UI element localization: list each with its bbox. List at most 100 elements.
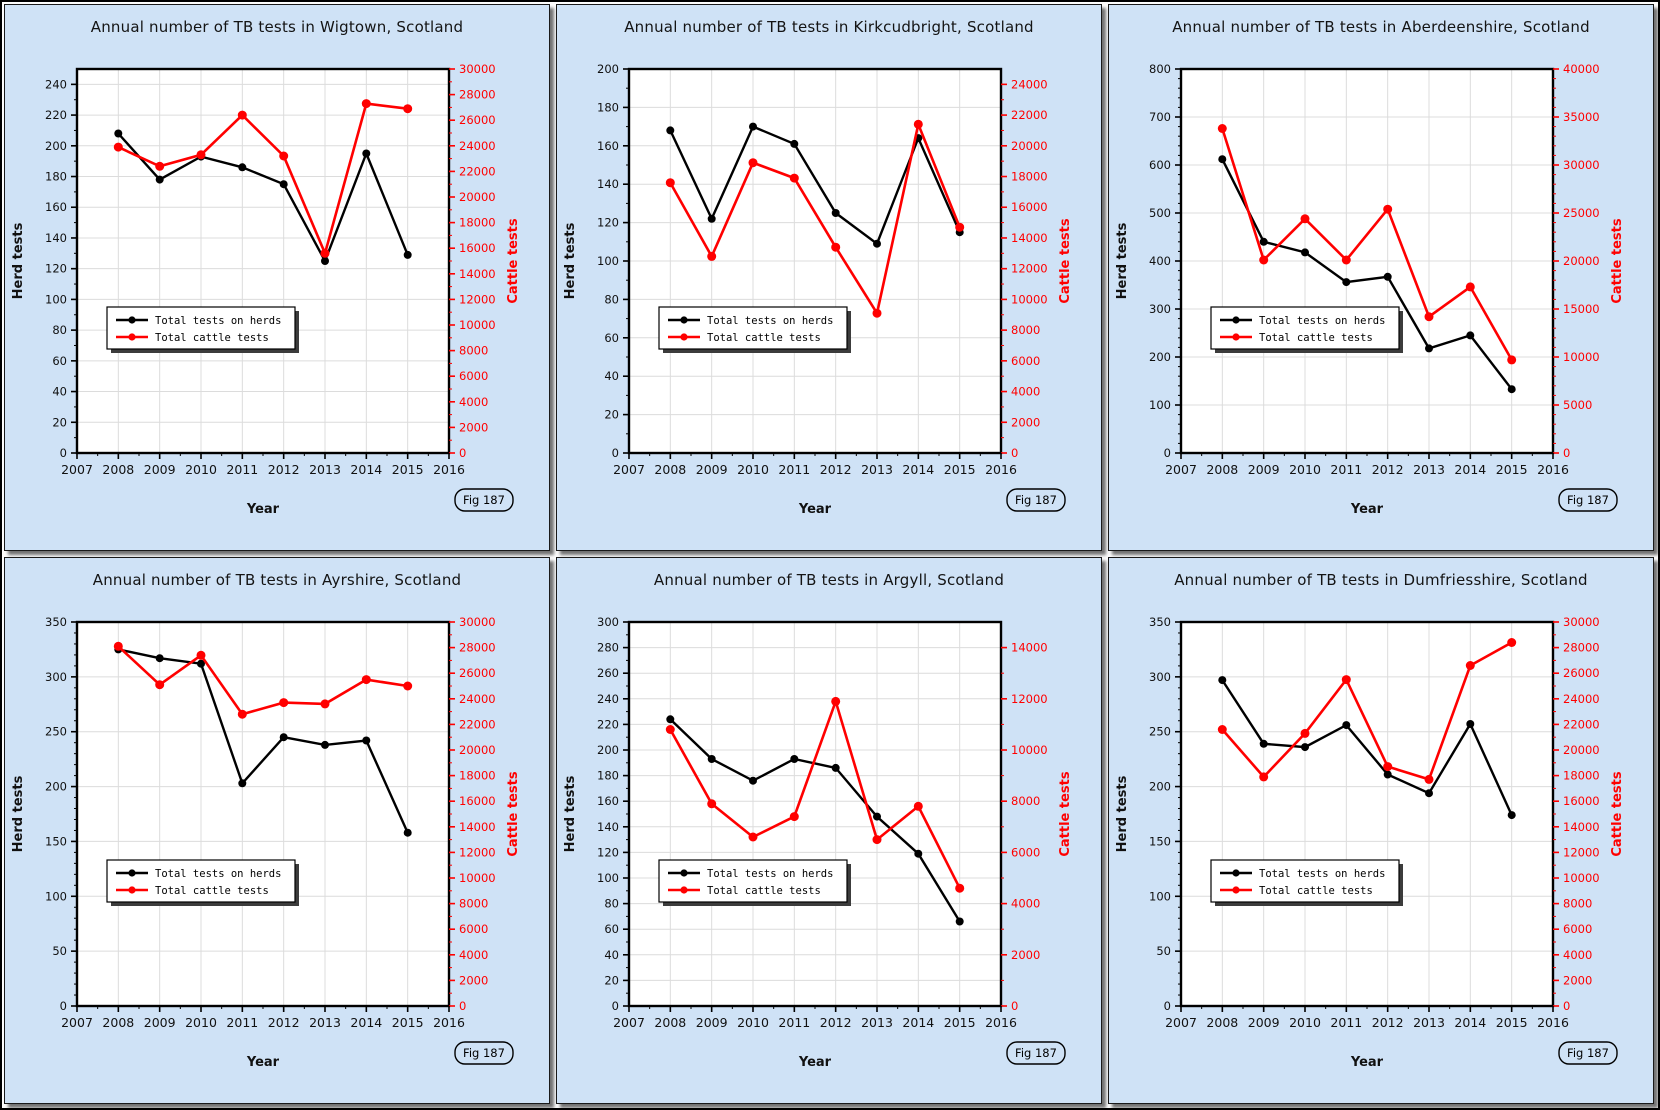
svg-text:2012: 2012 — [820, 462, 852, 477]
chart-title: Annual number of TB tests in Aberdeenshi… — [1172, 18, 1590, 36]
svg-text:40: 40 — [52, 385, 67, 399]
svg-text:2012: 2012 — [1372, 1015, 1404, 1030]
svg-text:2007: 2007 — [613, 1015, 645, 1030]
svg-text:2013: 2013 — [861, 462, 893, 477]
cattle-tests-series — [113, 99, 413, 258]
svg-text:Total cattle tests: Total cattle tests — [707, 885, 821, 897]
svg-text:12000: 12000 — [1563, 845, 1600, 859]
svg-text:160: 160 — [597, 794, 619, 808]
svg-text:0: 0 — [1011, 446, 1018, 460]
svg-text:18000: 18000 — [1563, 769, 1600, 783]
svg-text:5000: 5000 — [1563, 398, 1592, 412]
svg-text:2016: 2016 — [985, 462, 1017, 477]
left-axis-labels: 0 50 100 150 200 250 300 350 — [45, 615, 67, 1013]
svg-text:2008: 2008 — [654, 1015, 686, 1030]
svg-text:6000: 6000 — [1011, 845, 1040, 859]
chart-canvas: 0204060801001201401601802000200040006000… — [563, 62, 1073, 517]
svg-text:Fig 187: Fig 187 — [1015, 1046, 1057, 1060]
svg-text:2013: 2013 — [309, 1015, 341, 1030]
fig-label-badge: Fig 187 — [1006, 488, 1066, 512]
left-axis — [1175, 621, 1181, 1007]
svg-text:15000: 15000 — [1563, 302, 1600, 316]
svg-text:0: 0 — [459, 999, 466, 1013]
cattle-tests-series — [1217, 124, 1517, 365]
svg-text:28000: 28000 — [1563, 641, 1600, 655]
svg-text:Fig 187: Fig 187 — [463, 493, 505, 507]
svg-text:6000: 6000 — [1563, 922, 1592, 936]
svg-text:140: 140 — [45, 231, 67, 245]
x-axis — [1180, 1006, 1554, 1012]
svg-text:Total cattle tests: Total cattle tests — [1259, 885, 1373, 897]
svg-text:260: 260 — [597, 666, 619, 680]
right-axis-labels: 0 2000 4000 6000 8000 10000 12000 14000 16000 180… — [459, 615, 496, 1013]
svg-text:2013: 2013 — [1413, 462, 1445, 477]
svg-text:16000: 16000 — [1563, 794, 1600, 808]
left-axis-labels: 0 20 40 60 80 100 120 140 160 180 200 220 240 — [45, 77, 67, 460]
x-axis — [76, 453, 450, 459]
svg-text:180: 180 — [597, 769, 619, 783]
y-axis-label-left: Herd tests — [11, 775, 26, 852]
x-axis-label: Year — [246, 1055, 280, 1070]
svg-text:20000: 20000 — [459, 743, 496, 757]
chart-title: Annual number of TB tests in Dumfriesshi… — [1174, 571, 1588, 589]
x-axis-labels: 2007 2008 2009 2010 2011 2012 2013 2014 2015 2016 — [61, 1015, 465, 1030]
y-axis-label-left: Herd tests — [1115, 222, 1130, 299]
plot-area — [77, 622, 449, 1006]
svg-text:20: 20 — [52, 415, 67, 429]
right-axis — [1001, 646, 1007, 1007]
svg-text:12000: 12000 — [1011, 692, 1048, 706]
svg-text:2008: 2008 — [1206, 1015, 1238, 1030]
x-axis — [76, 1006, 450, 1012]
svg-text:2008: 2008 — [1206, 462, 1238, 477]
svg-text:350: 350 — [1149, 615, 1171, 629]
svg-text:240: 240 — [597, 692, 619, 706]
fig-label-badge: Fig 187 — [454, 1041, 514, 1065]
svg-text:2015: 2015 — [392, 462, 424, 477]
svg-text:2014: 2014 — [902, 1015, 934, 1030]
plot-area — [629, 622, 1001, 1006]
svg-text:2014: 2014 — [1454, 462, 1486, 477]
legend: Total tests on herds Total cattle tests — [1210, 859, 1403, 906]
left-axis — [623, 68, 629, 454]
svg-text:30000: 30000 — [1563, 158, 1600, 172]
svg-text:2008: 2008 — [102, 462, 134, 477]
svg-text:2012: 2012 — [268, 462, 300, 477]
svg-text:2007: 2007 — [1165, 462, 1197, 477]
plot-area — [1181, 622, 1553, 1006]
cattle-tests-series — [1217, 638, 1517, 784]
svg-text:0: 0 — [612, 999, 619, 1013]
svg-text:2009: 2009 — [1248, 1015, 1280, 1030]
svg-text:60: 60 — [52, 354, 67, 368]
svg-text:2014: 2014 — [902, 462, 934, 477]
chart-canvas: 0 20 40 60 80 100 120 140 160 180 200 220 240 0 2000 40… — [11, 62, 521, 517]
svg-text:Total cattle tests: Total cattle tests — [155, 885, 269, 897]
legend: Total tests on herds Total cattle tests — [1210, 306, 1403, 353]
svg-text:2000: 2000 — [1011, 948, 1040, 962]
svg-text:200: 200 — [597, 62, 619, 76]
svg-text:20: 20 — [604, 408, 619, 422]
svg-text:2015: 2015 — [1496, 462, 1528, 477]
x-axis-labels: 2007 2008 2009 2010 2011 2012 2013 2014 2015 2016 — [613, 462, 1017, 477]
x-axis-labels: 2007 2008 2009 2010 2011 2012 2013 2014 2015 2016 — [613, 1015, 1017, 1030]
right-axis — [449, 68, 455, 454]
x-axis — [628, 1006, 1002, 1012]
svg-text:40: 40 — [604, 369, 619, 383]
svg-text:600: 600 — [1149, 158, 1171, 172]
x-axis-label: Year — [798, 502, 832, 517]
left-axis — [623, 621, 629, 1007]
svg-text:200: 200 — [1149, 780, 1171, 794]
svg-text:8000: 8000 — [1011, 323, 1040, 337]
svg-text:14000: 14000 — [459, 267, 496, 281]
svg-text:80: 80 — [52, 323, 67, 337]
chart-title: Annual number of TB tests in Ayrshire, S… — [92, 571, 462, 589]
svg-text:14000: 14000 — [459, 820, 496, 834]
x-axis-label: Year — [1350, 502, 1384, 517]
chart-panel-dumfriesshire: Annual number of TB tests in Dumfriesshi… — [1108, 557, 1654, 1104]
svg-text:2010: 2010 — [185, 1015, 217, 1030]
svg-text:250: 250 — [45, 725, 67, 739]
svg-text:24000: 24000 — [1563, 692, 1600, 706]
grid — [629, 69, 1001, 453]
chart-canvas: 0 100 200 300 400 500 600 700 800 0 5000 10000 15000… — [1115, 62, 1625, 517]
svg-text:140: 140 — [597, 177, 619, 191]
